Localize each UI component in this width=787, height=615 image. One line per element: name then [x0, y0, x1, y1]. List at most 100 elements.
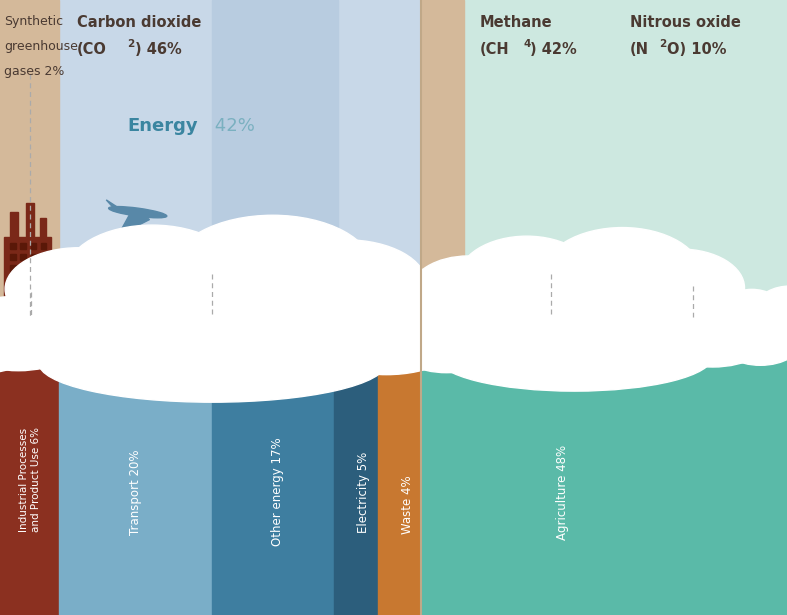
Text: 4: 4 — [523, 39, 530, 49]
Ellipse shape — [436, 322, 713, 391]
Bar — [31, 298, 36, 304]
Ellipse shape — [591, 285, 621, 296]
Ellipse shape — [471, 282, 501, 293]
Ellipse shape — [718, 314, 787, 365]
Bar — [20, 287, 26, 293]
Ellipse shape — [726, 287, 738, 295]
Ellipse shape — [0, 296, 86, 371]
Bar — [335, 303, 342, 317]
Bar — [20, 243, 26, 249]
Bar — [93, 297, 99, 317]
Ellipse shape — [662, 287, 692, 298]
Text: gases 2%: gases 2% — [4, 65, 65, 77]
Bar — [253, 308, 256, 317]
Bar — [116, 302, 120, 317]
Bar — [222, 309, 229, 317]
Bar — [378, 317, 421, 615]
Polygon shape — [317, 258, 327, 317]
Text: Methane: Methane — [480, 15, 552, 30]
Polygon shape — [257, 258, 267, 317]
Ellipse shape — [685, 287, 715, 298]
Ellipse shape — [266, 240, 427, 328]
Text: O) 10%: O) 10% — [667, 42, 726, 57]
Text: (CO: (CO — [77, 42, 107, 57]
Bar — [183, 293, 187, 317]
Bar — [580, 280, 585, 294]
Bar — [41, 265, 46, 271]
Ellipse shape — [615, 284, 628, 292]
Polygon shape — [227, 258, 237, 317]
Bar — [303, 301, 308, 317]
Ellipse shape — [109, 207, 167, 218]
Text: ) 46%: ) 46% — [135, 42, 181, 57]
Bar — [41, 254, 46, 260]
Ellipse shape — [532, 266, 562, 277]
Bar — [172, 306, 176, 317]
Ellipse shape — [590, 279, 750, 365]
Text: (N: (N — [630, 42, 648, 57]
Bar — [334, 317, 378, 615]
Text: Agriculture 48%: Agriculture 48% — [556, 445, 569, 539]
Bar — [349, 305, 357, 317]
Bar — [358, 307, 363, 317]
Ellipse shape — [649, 295, 777, 367]
Bar — [651, 292, 656, 305]
Bar — [59, 0, 421, 317]
Ellipse shape — [728, 298, 787, 342]
Bar — [264, 300, 272, 317]
Bar — [290, 298, 297, 317]
Bar — [529, 268, 534, 282]
Bar — [41, 298, 46, 304]
Ellipse shape — [752, 299, 782, 310]
Ellipse shape — [79, 250, 346, 378]
Bar — [109, 303, 113, 317]
Ellipse shape — [464, 273, 481, 292]
Ellipse shape — [394, 314, 501, 373]
Ellipse shape — [526, 268, 538, 275]
Ellipse shape — [701, 288, 731, 300]
Text: Nitrous oxide: Nitrous oxide — [630, 15, 741, 30]
Bar — [238, 304, 242, 317]
Text: greenhouse: greenhouse — [4, 40, 78, 53]
Ellipse shape — [29, 318, 65, 338]
Ellipse shape — [422, 303, 452, 314]
Bar — [258, 305, 262, 317]
Bar — [139, 308, 143, 317]
Ellipse shape — [777, 298, 787, 305]
Ellipse shape — [574, 261, 591, 280]
Polygon shape — [364, 264, 373, 317]
Bar — [10, 254, 16, 260]
Ellipse shape — [548, 269, 578, 280]
Ellipse shape — [704, 304, 769, 342]
Bar — [88, 301, 91, 317]
Ellipse shape — [6, 269, 206, 378]
Bar — [10, 212, 18, 237]
Bar — [244, 295, 250, 317]
Bar — [130, 300, 137, 317]
Ellipse shape — [410, 256, 527, 328]
Bar — [59, 317, 212, 615]
Bar — [163, 304, 169, 317]
Ellipse shape — [39, 323, 386, 402]
Ellipse shape — [639, 288, 652, 295]
Bar — [10, 243, 16, 249]
Ellipse shape — [704, 297, 752, 325]
Ellipse shape — [737, 295, 767, 306]
Bar — [40, 218, 46, 237]
Bar — [343, 293, 347, 317]
Bar — [204, 309, 210, 317]
Bar — [82, 298, 86, 317]
Bar — [421, 0, 787, 615]
Bar — [190, 295, 195, 317]
Text: Other energy 17%: Other energy 17% — [271, 438, 283, 546]
Polygon shape — [287, 258, 297, 317]
Ellipse shape — [556, 264, 569, 272]
Ellipse shape — [686, 286, 699, 293]
Bar — [157, 295, 161, 317]
Bar — [196, 294, 202, 317]
Ellipse shape — [410, 275, 569, 370]
Bar — [122, 298, 127, 317]
Ellipse shape — [5, 248, 153, 330]
Ellipse shape — [501, 269, 530, 280]
Ellipse shape — [233, 274, 434, 373]
